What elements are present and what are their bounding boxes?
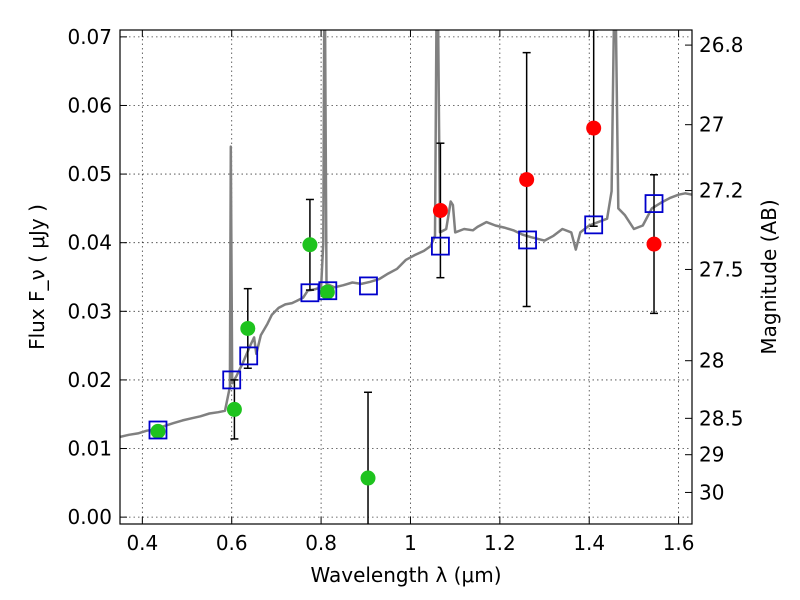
y-tick-label: 0.05 bbox=[67, 162, 112, 186]
right-tick-label: 30 bbox=[699, 480, 724, 504]
right-tick-label: 27 bbox=[699, 113, 724, 137]
y-tick-label: 0.00 bbox=[67, 505, 112, 529]
right-tick-label: 26.8 bbox=[699, 33, 744, 57]
model-spectrum bbox=[120, 30, 692, 439]
right-tick-label: 29 bbox=[699, 443, 724, 467]
plot-frame bbox=[119, 29, 693, 525]
photometry-point bbox=[519, 172, 535, 188]
x-tick-label: 1 bbox=[404, 531, 417, 555]
x-tick-label: 1.6 bbox=[663, 531, 695, 555]
x-tick-label: 1.2 bbox=[484, 531, 516, 555]
model-photometry-square bbox=[318, 281, 338, 301]
model-photometry-square bbox=[431, 236, 450, 256]
photometry-point bbox=[150, 423, 166, 439]
y-tick-label: 0.06 bbox=[67, 93, 112, 117]
photometry-point bbox=[432, 202, 448, 218]
x-tick-label: 0.8 bbox=[305, 531, 337, 555]
photometry-point bbox=[226, 401, 242, 417]
photometry-point bbox=[302, 237, 318, 253]
right-tick-label: 27.5 bbox=[699, 257, 744, 281]
y-tick-label: 0.03 bbox=[67, 299, 112, 323]
model-photometry-square bbox=[359, 276, 378, 296]
x-axis-title: Wavelength λ (μm) bbox=[310, 563, 501, 587]
plot-background bbox=[120, 30, 692, 524]
y-tick-label: 0.04 bbox=[67, 231, 112, 255]
model-photometry-square bbox=[518, 230, 537, 250]
right-axis-title: Magnitude (AB) bbox=[757, 199, 781, 354]
photometry-point bbox=[586, 120, 602, 136]
y-tick-label: 0.07 bbox=[67, 25, 112, 49]
axis-ticks: 0.4 0.6 0.8 1 1.2 1.4 1.6 0.00 0.01 0.02 0.03 0.04 0… bbox=[67, 25, 743, 555]
photometry-point bbox=[360, 470, 376, 486]
y-tick-label: 0.01 bbox=[67, 437, 112, 461]
y-axis-title: Flux F_ν ( μJy ) bbox=[25, 204, 49, 350]
data-markers bbox=[148, 120, 664, 486]
right-tick-label: 28 bbox=[699, 349, 724, 373]
right-tick-label: 28.5 bbox=[699, 406, 744, 430]
model-photometry-square bbox=[222, 370, 242, 390]
photometry-point bbox=[240, 320, 256, 336]
spectrum-line bbox=[120, 30, 692, 439]
x-tick-label: 1.4 bbox=[573, 531, 605, 555]
photometry-point bbox=[319, 284, 335, 300]
model-photometry-square bbox=[644, 194, 664, 213]
model-photometry-square bbox=[239, 346, 259, 366]
photometry-point bbox=[646, 236, 662, 252]
x-tick-label: 0.4 bbox=[126, 531, 158, 555]
model-photometry-square bbox=[584, 215, 604, 235]
y-tick-label: 0.02 bbox=[67, 368, 112, 392]
model-photometry-square bbox=[148, 420, 168, 440]
grid bbox=[120, 30, 692, 524]
x-tick-label: 0.6 bbox=[216, 531, 248, 555]
right-tick-label: 27.2 bbox=[699, 179, 744, 203]
